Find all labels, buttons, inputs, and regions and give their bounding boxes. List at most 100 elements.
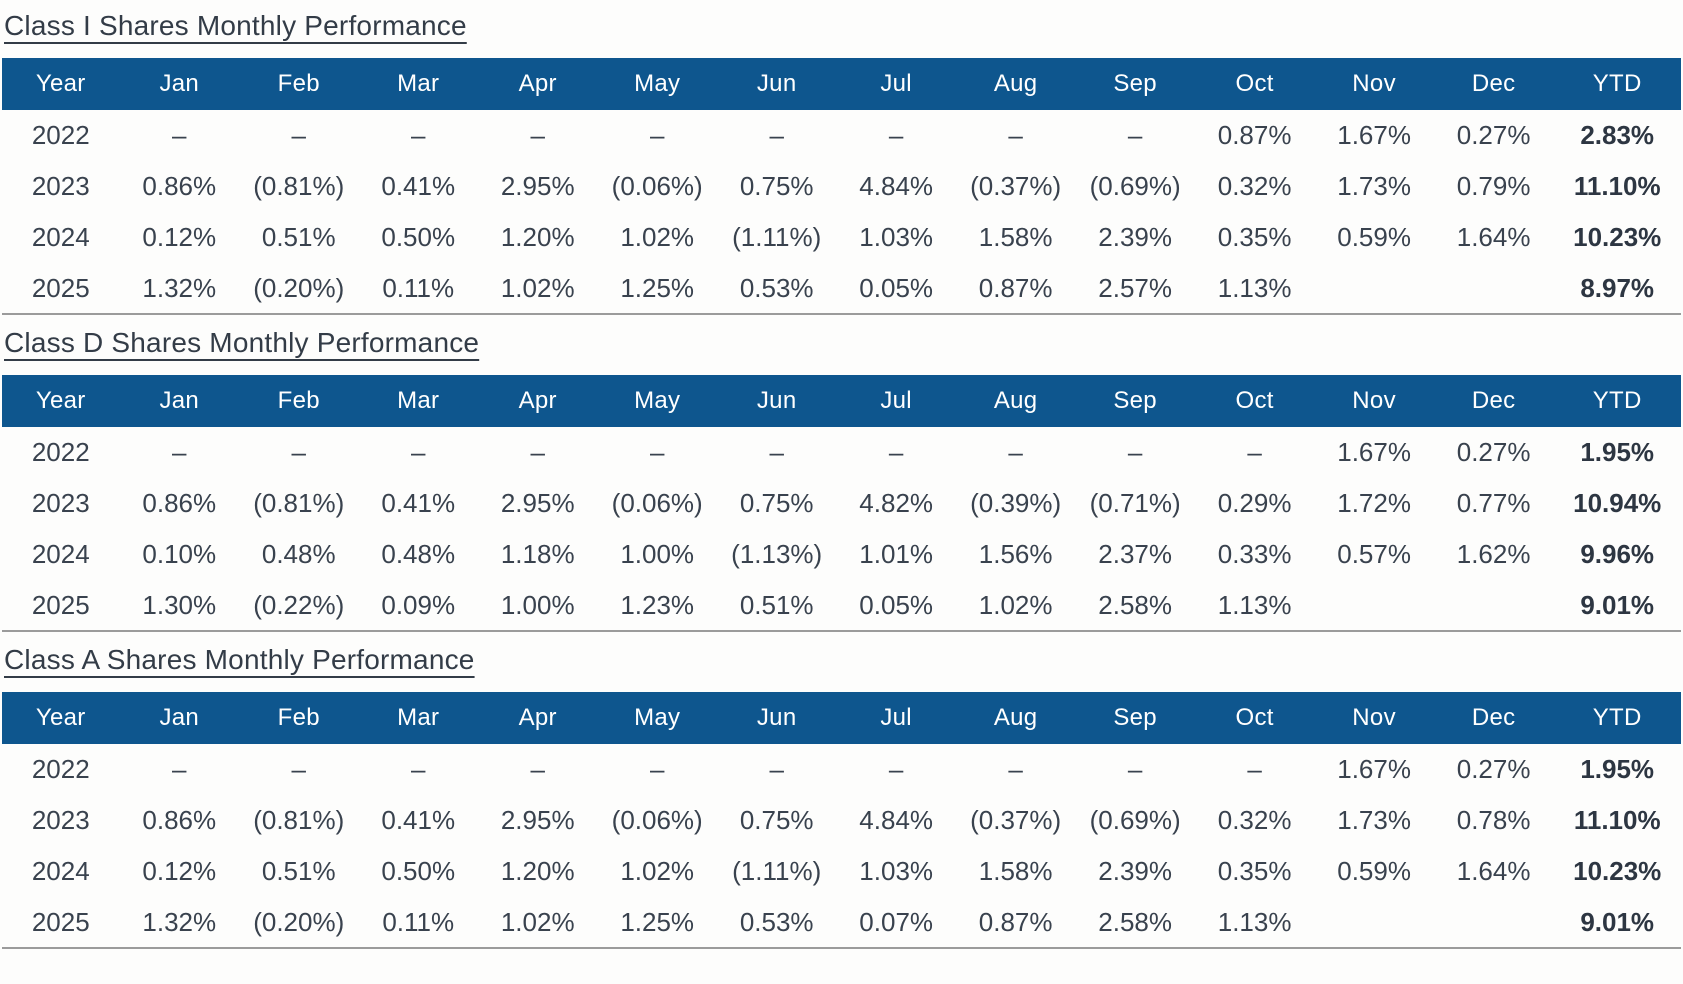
column-header: Mar <box>397 387 440 414</box>
month-value-cell: – <box>1127 754 1143 784</box>
month-value-cell: – <box>172 754 187 784</box>
month-value-cell: 0.59% <box>1337 222 1411 252</box>
month-value-cell: 1.72% <box>1337 488 1411 518</box>
month-value-cell: (0.81%) <box>253 488 345 518</box>
column-header: Aug <box>993 704 1038 731</box>
month-value-cell <box>1434 897 1554 948</box>
ytd-value-cell: 1.95% <box>1580 437 1655 467</box>
month-value-cell: 0.07% <box>859 906 934 937</box>
column-header: Aug <box>993 70 1038 97</box>
header-row: Year Jan Feb Mar Apr May Jun Jul Aug Sep Oct Nov Dec… <box>2 692 1681 744</box>
column-header: Jan <box>159 70 200 97</box>
ytd-value-cell: 10.23% <box>1573 856 1662 886</box>
month-value-cell: (1.11%) <box>732 222 822 252</box>
month-value-cell: 1.02% <box>978 589 1053 620</box>
column-header: Apr <box>518 704 557 731</box>
table-row: 2023 0.86% (0.81%) 0.41% 2.95% (0.06%) 0.75% 4.… <box>2 795 1681 846</box>
table-row: 2025 1.32% (0.20%) 0.11% 1.02% 1.25% 0.53% 0.07… <box>2 897 1681 948</box>
month-value-cell: 0.86% <box>142 488 217 518</box>
month-value-cell: 1.30% <box>142 589 217 620</box>
month-value-cell: – <box>410 437 426 467</box>
month-value-cell: 1.64% <box>1456 222 1531 252</box>
month-value-cell: – <box>1008 120 1023 150</box>
month-value-cell: (0.37%) <box>970 805 1062 835</box>
month-value-cell: 2.95% <box>500 488 575 518</box>
month-value-cell: 0.53% <box>739 906 814 937</box>
month-value-cell: 0.87% <box>978 906 1053 937</box>
month-value-cell: 0.32% <box>1217 171 1292 201</box>
month-value-cell: 0.27% <box>1456 754 1531 784</box>
month-value-cell: 2.58% <box>1098 906 1172 937</box>
month-value-cell: – <box>769 437 784 467</box>
ytd-value-cell: 9.01% <box>1580 906 1655 937</box>
column-header: Jan <box>159 704 200 731</box>
column-header: Dec <box>1471 70 1516 97</box>
month-value-cell: 0.75% <box>739 805 814 835</box>
table-row: 2022 – – – – – – – – – 0.87% 1.67% 0.27% 2.83% <box>2 110 1681 161</box>
performance-table: Year Jan Feb Mar Apr May Jun Jul Aug Sep Oct Nov Dec… <box>2 375 1681 632</box>
table-row: 2024 0.12% 0.51% 0.50% 1.20% 1.02% (1.11%) 1.03… <box>2 846 1681 897</box>
month-value-cell: – <box>1008 437 1023 467</box>
month-value-cell: 0.27% <box>1456 437 1531 467</box>
month-value-cell: – <box>1127 437 1143 467</box>
month-value-cell: (0.06%) <box>611 488 703 518</box>
month-value-cell: – <box>410 754 426 784</box>
month-value-cell: – <box>172 437 187 467</box>
column-header: Feb <box>277 387 320 414</box>
performance-table: Year Jan Feb Mar Apr May Jun Jul Aug Sep Oct Nov Dec… <box>2 692 1681 949</box>
month-value-cell: 0.48% <box>261 539 336 569</box>
month-value-cell: 0.41% <box>381 805 456 835</box>
month-value-cell: – <box>649 437 665 467</box>
month-value-cell: 0.57% <box>1337 539 1411 569</box>
year-cell: 2023 <box>31 171 90 201</box>
month-value-cell: 0.12% <box>142 856 217 886</box>
column-header: Sep <box>1113 704 1157 731</box>
month-value-cell: 0.11% <box>382 906 455 937</box>
year-cell: 2023 <box>31 488 90 518</box>
month-value-cell: 0.35% <box>1217 222 1292 252</box>
month-value-cell: – <box>530 437 545 467</box>
column-header: Aug <box>993 387 1038 414</box>
month-value-cell: (0.37%) <box>970 171 1062 201</box>
month-value-cell: – <box>649 754 665 784</box>
column-header: Nov <box>1352 70 1396 97</box>
column-header: May <box>634 70 681 97</box>
month-value-cell: (1.11%) <box>732 856 822 886</box>
table-title: Class D Shares Monthly Performance <box>4 327 480 358</box>
month-value-cell: 1.58% <box>978 856 1053 886</box>
table-row: 2025 1.30% (0.22%) 0.09% 1.00% 1.23% 0.51% 0.05… <box>2 580 1681 631</box>
column-header: Mar <box>397 70 440 97</box>
table-title: Class A Shares Monthly Performance <box>4 644 475 675</box>
month-value-cell: 0.48% <box>381 539 456 569</box>
performance-section: Class D Shares Monthly Performance Year J… <box>2 327 1681 632</box>
column-header: Feb <box>277 70 320 97</box>
month-value-cell: 1.62% <box>1456 539 1531 569</box>
month-value-cell: – <box>769 754 784 784</box>
month-value-cell: – <box>649 120 665 150</box>
month-value-cell <box>1314 580 1433 631</box>
month-value-cell: 1.13% <box>1217 589 1292 620</box>
month-value-cell: (0.69%) <box>1089 805 1181 835</box>
month-value-cell: 1.02% <box>620 856 695 886</box>
ytd-value-cell: 9.01% <box>1580 589 1655 620</box>
column-header: YTD <box>1592 704 1642 731</box>
column-header: YTD <box>1592 70 1642 97</box>
column-header: Dec <box>1471 387 1516 414</box>
month-value-cell: 0.79% <box>1456 171 1531 201</box>
month-value-cell: 1.32% <box>142 906 217 937</box>
year-cell: 2024 <box>31 856 90 886</box>
column-header: Jun <box>756 70 797 97</box>
month-value-cell: (0.71%) <box>1089 488 1181 518</box>
month-value-cell: 0.77% <box>1456 488 1531 518</box>
year-cell: 2025 <box>31 589 90 620</box>
performance-table: Year Jan Feb Mar Apr May Jun Jul Aug Sep Oct Nov Dec… <box>2 58 1681 315</box>
column-header: May <box>634 704 681 731</box>
month-value-cell: 4.84% <box>859 805 934 835</box>
table-row: 2024 0.10% 0.48% 0.48% 1.18% 1.00% (1.13%) 1.01… <box>2 529 1681 580</box>
column-header: Nov <box>1352 704 1396 731</box>
month-value-cell: (0.81%) <box>253 805 345 835</box>
table-title: Class I Shares Monthly Performance <box>4 10 467 41</box>
month-value-cell: 0.11% <box>382 272 455 303</box>
month-value-cell: 2.39% <box>1098 222 1172 252</box>
month-value-cell: – <box>1247 437 1262 467</box>
